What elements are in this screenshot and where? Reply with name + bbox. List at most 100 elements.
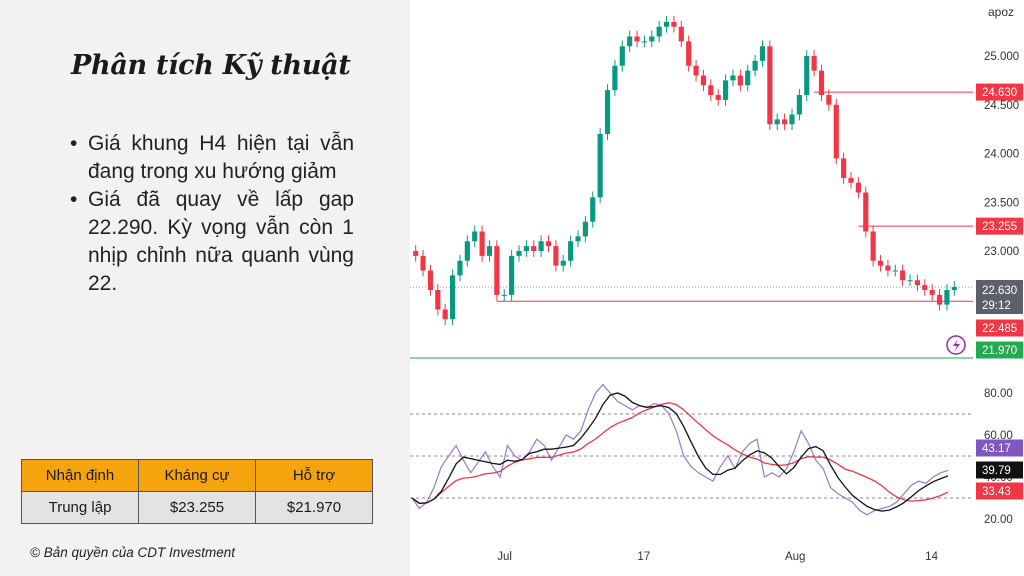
candle [568, 241, 574, 261]
candle [708, 85, 714, 95]
candle [892, 270, 898, 272]
left-panel: Phân tích Kỹ thuật Giá khung H4 hiện tại… [0, 0, 410, 576]
candle [641, 41, 648, 43]
candle [841, 158, 847, 178]
candle [715, 95, 721, 100]
time-tick-label: 17 [637, 551, 650, 563]
candle [509, 255, 515, 295]
top-label: apoz [988, 5, 1014, 19]
candle [634, 36, 640, 42]
rsi-bb-tag-text: 33.43 [982, 486, 1011, 498]
candle [700, 75, 707, 86]
candle [663, 21, 670, 27]
candle [686, 41, 692, 66]
candle [796, 95, 802, 115]
rsi-tick-label: 20.00 [984, 514, 1013, 526]
candle [907, 280, 913, 282]
copyright-text: © Bản quyền của CDT Investment [30, 545, 236, 560]
candle [486, 246, 493, 256]
price-tick-label: 23.000 [984, 246, 1019, 258]
candle [855, 182, 861, 193]
candle [745, 70, 751, 86]
candle [413, 251, 419, 256]
cell-resistance: $23.255 [138, 491, 256, 524]
price-tick-label: 25.000 [984, 51, 1019, 63]
rsi-bb-tag [976, 482, 1023, 500]
rsi-ma-line [411, 392, 949, 512]
level-tag [976, 341, 1023, 359]
candle [885, 265, 891, 271]
candle [722, 80, 729, 100]
candle [804, 56, 810, 95]
candle [656, 26, 662, 37]
rsi-tick-label: 80.00 [984, 388, 1013, 400]
candle [678, 26, 684, 42]
price-tick-label: 23.500 [984, 197, 1019, 209]
header-cell-assessment: Nhận định [21, 459, 139, 492]
price-tick-label: 24.000 [984, 149, 1019, 161]
price-chart[interactable]: 25.000 24.500 24.000 23.500 23.000 24.630 23.2… [410, 0, 1024, 576]
rsi-value-tag-text: 43.17 [982, 443, 1011, 455]
rsi-value-tag [976, 439, 1023, 457]
candle [936, 294, 943, 305]
level-tag-text: 24.630 [982, 87, 1017, 99]
bullet-item: Giá đã quay về lấp gap 22.290. Kỳ vọng v… [70, 186, 354, 298]
rsi-line [411, 383, 949, 516]
level-tag [976, 319, 1023, 337]
candle [870, 231, 876, 261]
candle [767, 46, 773, 125]
cell-support: $21.970 [255, 491, 373, 524]
summary-table: Nhận định Kháng cự Hỗ trợ Trung lập $23.… [21, 459, 373, 524]
candle [523, 246, 529, 251]
candle [472, 231, 478, 242]
chart-area[interactable]: 25.000 24.500 24.000 23.500 23.000 24.630 23.2… [410, 0, 1024, 576]
rsi-tick-label: 60.00 [984, 430, 1013, 442]
candle [833, 104, 839, 159]
bullet-list: Giá khung H4 hiện tại vẫn đang trong xu … [70, 130, 354, 298]
candle [531, 246, 537, 251]
table-row: Trung lập $23.255 $21.970 [21, 491, 373, 524]
candle [877, 260, 884, 266]
level-tag-text: 23.255 [982, 221, 1017, 233]
countdown-text: 29:12 [982, 300, 1011, 312]
candle [479, 231, 485, 256]
candle [516, 251, 522, 256]
candle [671, 21, 677, 27]
candle [619, 46, 625, 66]
candle [427, 270, 434, 290]
candle [826, 95, 832, 105]
current-price-text: 22.630 [982, 285, 1017, 297]
price-tick-label: 24.500 [984, 100, 1019, 112]
candle [944, 290, 950, 305]
rsi-ma-tag [976, 461, 1023, 479]
candle [914, 280, 921, 286]
candle [553, 246, 559, 266]
level-tag-text: 22.485 [982, 323, 1017, 335]
time-tick-label: Jul [497, 551, 512, 563]
candle [759, 46, 766, 61]
candle [900, 270, 906, 281]
candle [449, 275, 456, 320]
candle [811, 56, 817, 71]
candle [929, 290, 935, 295]
candle [420, 255, 426, 271]
cell-assessment: Trung lập [21, 491, 139, 524]
candle [863, 192, 869, 232]
alert-icon[interactable] [946, 335, 966, 355]
candle [752, 60, 758, 71]
candle [582, 221, 588, 237]
price-pane [410, 16, 973, 326]
candle [922, 285, 928, 290]
rsi-pane [410, 383, 973, 516]
candle [597, 134, 603, 198]
candle [545, 241, 552, 247]
current-price-tag [976, 280, 1023, 314]
candle [604, 90, 611, 134]
candle [848, 177, 854, 183]
candle [457, 260, 463, 276]
header-cell-support: Hỗ trợ [255, 459, 373, 492]
rsi-ma-tag-text: 39.79 [982, 465, 1011, 477]
candle [951, 287, 957, 290]
candle [538, 241, 544, 251]
candle [627, 36, 633, 47]
